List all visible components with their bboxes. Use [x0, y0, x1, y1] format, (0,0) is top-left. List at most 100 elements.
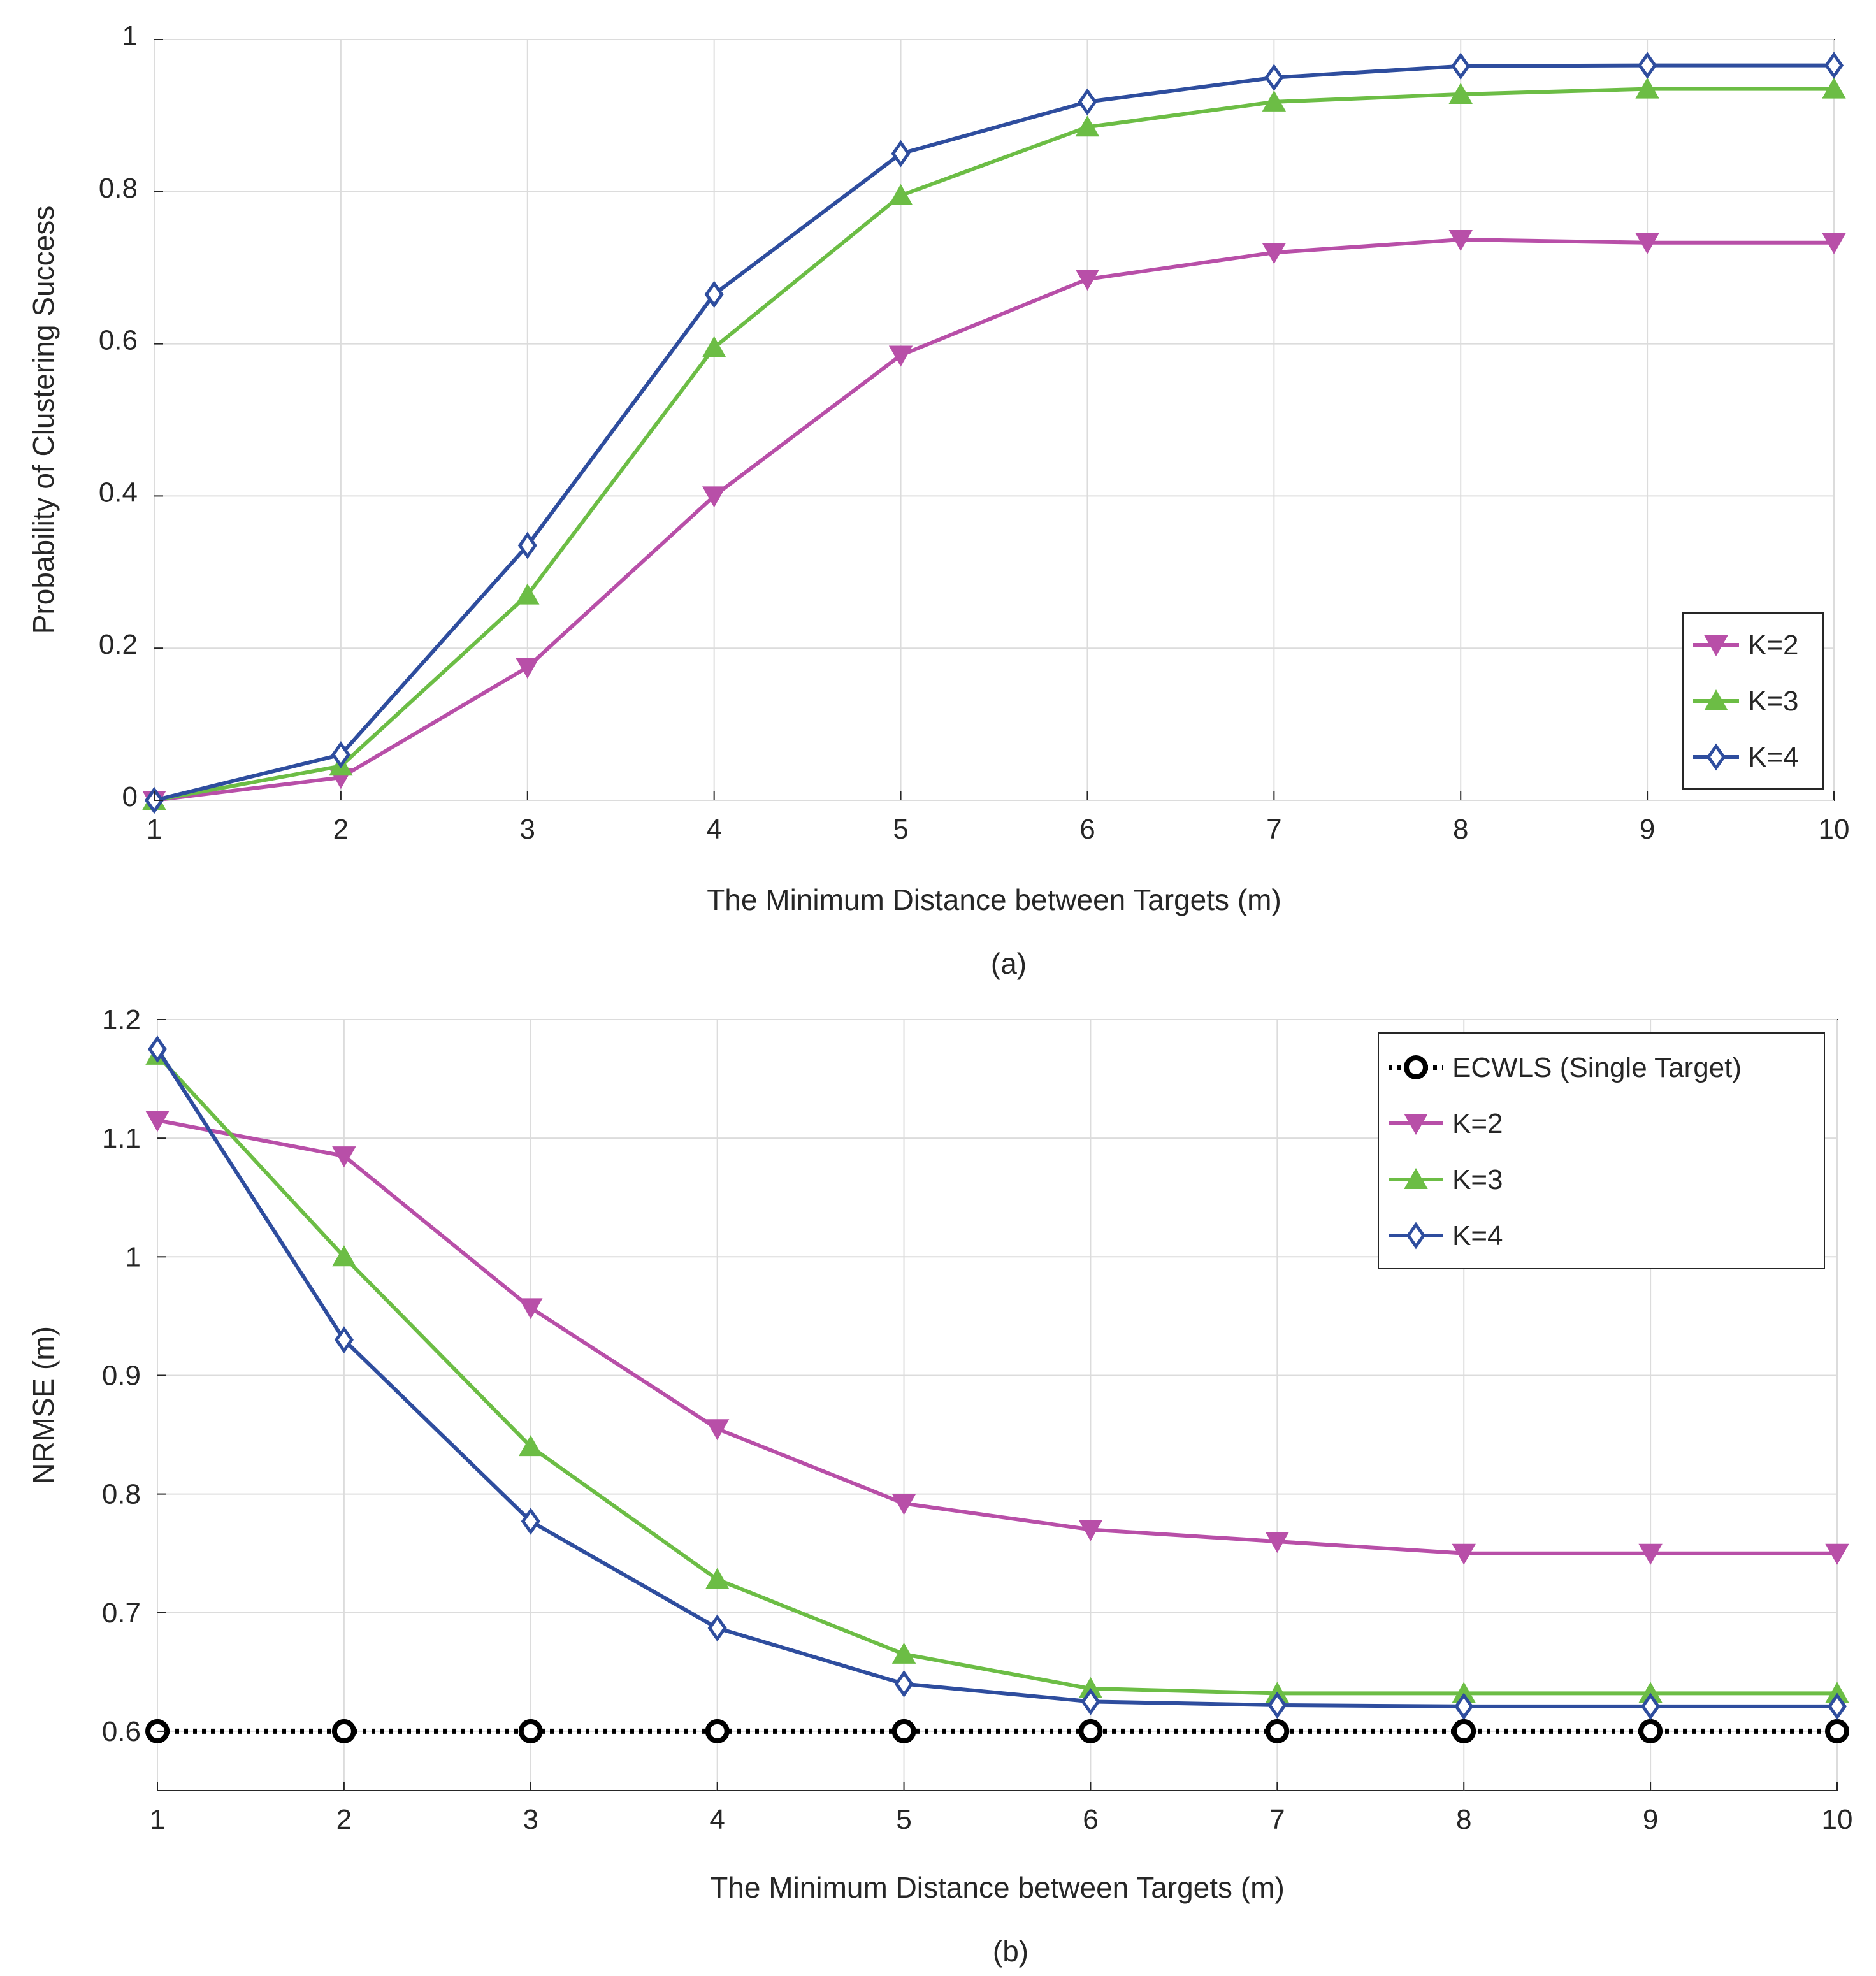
data-point-k-4 [147, 1035, 168, 1063]
legend-label-k-2: K=2 [1748, 630, 1799, 661]
x-tick-label: 9 [1643, 1804, 1658, 1835]
data-point-k-4 [517, 531, 537, 559]
data-point-k-2 [1825, 1543, 1849, 1565]
plot-area-a [154, 39, 1835, 801]
y-tick-label: 1.1 [102, 1123, 141, 1154]
y-tick-label: 1.2 [102, 1004, 141, 1035]
data-point-k-2 [1822, 233, 1846, 254]
chart-a: 1 2 3 4 5 6 7 8 9 10 0 0.2 0.4 0.6 0.8 1 The Minimum Di… [27, 20, 1849, 980]
data-point-ecwls-single-target [518, 1719, 543, 1743]
data-point-k-4 [331, 741, 350, 768]
y-tick-label: 0.6 [99, 325, 138, 356]
data-point-k-3 [1448, 82, 1473, 104]
series-k-3 [145, 1043, 1849, 1703]
data-point-k-2 [1078, 1520, 1103, 1541]
data-point-k-4 [334, 1326, 354, 1353]
series-line-k-4 [155, 1048, 1837, 1708]
x-tick-label: 6 [1083, 1804, 1098, 1835]
data-point-k-2 [1262, 243, 1287, 264]
data-point-k-4 [1264, 64, 1284, 92]
series-line-k-3 [155, 1053, 1837, 1696]
legend-marker-k-4 [1706, 743, 1726, 771]
y-tick-label: 1 [122, 20, 138, 52]
y-tick-label: 0 [122, 781, 138, 812]
data-point-k-2 [1452, 1543, 1476, 1565]
data-point-ecwls-single-target [891, 1719, 916, 1743]
x-tick-label: 5 [896, 1804, 911, 1835]
x-tick-label: 2 [333, 814, 349, 845]
data-point-ecwls-single-target [331, 1719, 356, 1743]
series-line-k-2 [157, 1118, 1837, 1555]
data-point-k-2 [705, 1419, 730, 1441]
series-line-k-4 [154, 63, 1834, 802]
y-axis-label-a: Probability of Clustering Success [27, 206, 60, 634]
x-tick-label: 9 [1640, 814, 1655, 845]
data-point-k-4 [704, 280, 724, 308]
x-tick-label: 6 [1079, 814, 1095, 845]
data-point-k-4 [1827, 1692, 1847, 1720]
data-point-ecwls-single-target [1825, 1719, 1849, 1743]
x-tick-label: 7 [1266, 814, 1281, 845]
data-point-k-4 [1078, 88, 1097, 116]
y-axis-label-b: NRMSE (m) [27, 1326, 60, 1484]
data-point-k-3 [888, 184, 913, 205]
data-point-k-2 [516, 658, 540, 679]
legend-b: ECWLS (Single Target) K=2 K=3 K=4 [1378, 1032, 1825, 1269]
data-point-k-4 [1641, 1692, 1661, 1720]
data-point-ecwls-single-target [1638, 1719, 1663, 1743]
data-point-k-2 [1265, 1532, 1290, 1554]
data-point-ecwls-single-target [705, 1719, 730, 1743]
data-point-k-2 [702, 486, 726, 508]
series-b [145, 1035, 1849, 1743]
data-point-k-3 [1262, 90, 1287, 112]
legend-a: K=2 K=3 K=4 [1682, 612, 1824, 790]
x-tick-label: 7 [1269, 1804, 1285, 1835]
x-axis-label-b: The Minimum Distance between Targets (m) [710, 1871, 1285, 1904]
data-point-k-3 [332, 1245, 356, 1267]
x-tick-label: 1 [147, 814, 162, 845]
data-point-k-2 [332, 1146, 356, 1168]
x-tick-label: 10 [1819, 814, 1850, 845]
y-tick-label: 0.8 [99, 173, 138, 204]
y-tick-label: 0.6 [102, 1716, 141, 1747]
data-point-k-2 [1635, 233, 1659, 254]
data-point-k-3 [519, 1435, 543, 1457]
data-point-k-4 [1454, 1692, 1474, 1720]
x-tick-label: 8 [1453, 814, 1468, 845]
x-tick-label: 3 [523, 1804, 538, 1835]
data-point-k-4 [521, 1508, 540, 1535]
data-point-k-2 [1448, 230, 1473, 252]
data-point-k-4 [1081, 1688, 1100, 1715]
legend-label-k-4: K=4 [1452, 1220, 1503, 1251]
y-tick-label: 0.8 [102, 1479, 141, 1510]
data-point-k-2 [519, 1298, 543, 1320]
x-tick-label: 2 [336, 1804, 352, 1835]
x-tick-label: 5 [893, 814, 908, 845]
data-point-k-4 [1638, 52, 1657, 79]
x-tick-label: 4 [706, 814, 721, 845]
y-tick-label: 0.7 [102, 1597, 141, 1629]
x-tick-label: 4 [709, 1804, 725, 1835]
panel-caption-a: (a) [991, 947, 1027, 980]
data-point-k-2 [891, 1494, 916, 1515]
x-axis-label-a: The Minimum Distance between Targets (m) [707, 883, 1281, 916]
y-tick-label: 1 [126, 1241, 141, 1273]
data-point-ecwls-single-target [1452, 1719, 1476, 1743]
x-tick-label: 10 [1822, 1804, 1853, 1835]
data-point-k-3 [1075, 115, 1100, 137]
data-point-k-2 [1638, 1543, 1663, 1565]
legend-marker-k-3 [1404, 1167, 1428, 1189]
data-point-k-4 [707, 1614, 727, 1642]
x-tick-label: 8 [1456, 1804, 1471, 1835]
legend-marker-k-2 [1704, 635, 1728, 657]
y-tick-label: 0.9 [102, 1360, 141, 1391]
data-point-k-3 [702, 336, 726, 357]
legend-label-k-4: K=4 [1748, 742, 1799, 773]
x-tick-label: 1 [150, 1804, 165, 1835]
legend-label-k-3: K=3 [1748, 686, 1799, 717]
data-point-k-2 [888, 345, 913, 367]
data-point-k-3 [1635, 77, 1659, 99]
data-point-k-3 [705, 1568, 730, 1589]
y-tick-label: 0.2 [99, 629, 138, 660]
